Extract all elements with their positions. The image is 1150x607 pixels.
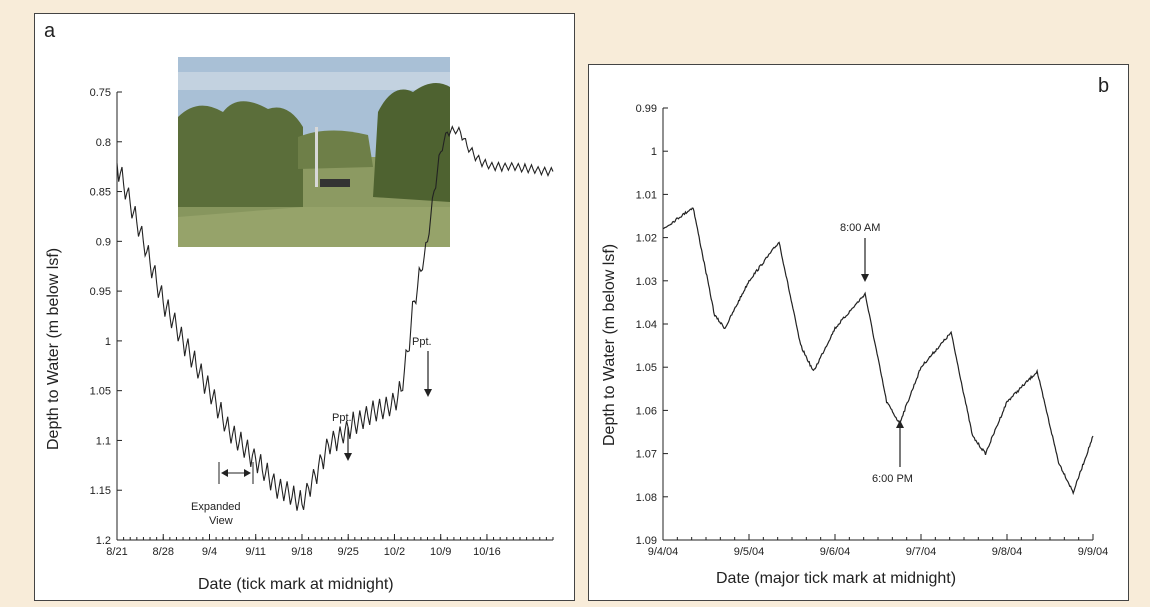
x-tick-label: 9/18 <box>291 546 312 558</box>
y-tick-label: 0.85 <box>90 187 111 199</box>
photo-equipment <box>320 179 350 187</box>
series <box>662 207 1094 496</box>
site-photo <box>178 57 450 247</box>
ppt-label-2: Ppt. <box>412 336 432 348</box>
y-tick-label: 1.04 <box>636 319 657 331</box>
photo-shrubs-left <box>178 101 303 217</box>
annotations <box>861 238 904 467</box>
x-tick-label: 9/9/04 <box>1078 546 1109 558</box>
am-arrow-head <box>861 274 869 282</box>
panel-b: b 0.99 1 1.01 1.02 1.03 1.04 1.05 1.06 1.07 1.08 1… <box>588 64 1129 601</box>
y-tick-label: 1.06 <box>636 405 657 417</box>
x-tick-label: 10/2 <box>384 546 405 558</box>
x-tick-label: 9/5/04 <box>734 546 765 558</box>
x-tick-label: 9/4/04 <box>648 546 679 558</box>
y-tick-label: 1.08 <box>636 492 657 504</box>
y-tick-label: 1 <box>105 336 111 348</box>
x-tick-label: 9/6/04 <box>820 546 851 558</box>
y-tick-label: 1.09 <box>636 535 657 547</box>
x-axis-label: Date (major tick mark at midnight) <box>716 570 957 587</box>
x-tick-label: 10/16 <box>473 546 501 558</box>
photo-pole <box>315 127 318 187</box>
axes: 0.99 1 1.01 1.02 1.03 1.04 1.05 1.06 1.07 1.08 1.0… <box>636 103 1109 558</box>
x-axis-label: Date (tick mark at midnight) <box>198 576 394 593</box>
photo-shrubs-right <box>373 83 450 202</box>
panel-a: a 0.75 0.8 0.85 0.9 0.95 1 1.05 1.1 1.15 1.2 8/21 8… <box>34 13 575 601</box>
y-tick-label: 1 <box>651 146 657 158</box>
y-tick-label: 0.8 <box>96 137 111 149</box>
photo-cloud <box>178 72 450 90</box>
y-axis-label: Depth to Water (m below lsf) <box>601 243 618 446</box>
bracket-arrow-left <box>221 469 228 477</box>
x-tick-label: 9/25 <box>338 546 359 558</box>
x-tick-label: 9/4 <box>202 546 217 558</box>
series <box>116 125 554 511</box>
x-tick-label: 8/21 <box>106 546 127 558</box>
y-tick-label: 1.02 <box>636 233 657 245</box>
x-tick-label: 9/11 <box>245 546 266 558</box>
y-tick-label: 1.01 <box>636 189 657 201</box>
y-tick-label: 1.05 <box>636 362 657 374</box>
pm-arrow-head <box>896 420 904 428</box>
y-tick-label: 1.03 <box>636 276 657 288</box>
ppt-label-1: Ppt. <box>332 412 352 424</box>
x-tick-label: 8/28 <box>153 546 174 558</box>
y-tick-label: 0.99 <box>636 103 657 115</box>
y-tick-label: 1.05 <box>90 386 111 398</box>
y-tick-label: 1.1 <box>96 435 111 447</box>
y-tick-label: 0.75 <box>90 87 111 99</box>
y-axis-label: Depth to Water (m below lsf) <box>45 247 62 450</box>
x-tick-label: 10/9 <box>430 546 451 558</box>
chart-a-svg: 0.75 0.8 0.85 0.9 0.95 1 1.05 1.1 1.15 1.28/21 8/2… <box>90 87 554 558</box>
panel-label: b <box>1098 75 1110 97</box>
y-tick-label: 1.15 <box>90 485 111 497</box>
expanded-view-label-1: Expanded <box>191 501 241 513</box>
y-tick-label: 1.07 <box>636 449 657 461</box>
chart-b-svg: 0.99 1 1.01 1.02 1.03 1.04 1.05 1.06 1.07 1.08 1.0… <box>636 103 1109 558</box>
pm-label: 6:00 PM <box>872 473 913 485</box>
photo-grass <box>178 207 450 247</box>
y-tick-label: 0.95 <box>90 286 111 298</box>
panel-label: a <box>44 20 56 42</box>
series-line <box>116 125 554 511</box>
axes: 0.75 0.8 0.85 0.9 0.95 1 1.05 1.1 1.15 1.28/21 8/2… <box>90 87 554 558</box>
photo-image <box>178 57 450 247</box>
ppt-arrow-2-head <box>424 389 432 397</box>
annotations <box>218 351 432 484</box>
y-tick-label: 1.2 <box>96 535 111 547</box>
expanded-view-label-2: View <box>209 515 233 527</box>
x-tick-label: 9/7/04 <box>906 546 937 558</box>
bracket-arrow-right <box>244 469 251 477</box>
ppt-arrow-1-head <box>344 453 352 461</box>
x-tick-label: 9/8/04 <box>992 546 1023 558</box>
series-line <box>662 207 1094 496</box>
y-tick-label: 0.9 <box>96 236 111 248</box>
am-label: 8:00 AM <box>840 222 881 234</box>
